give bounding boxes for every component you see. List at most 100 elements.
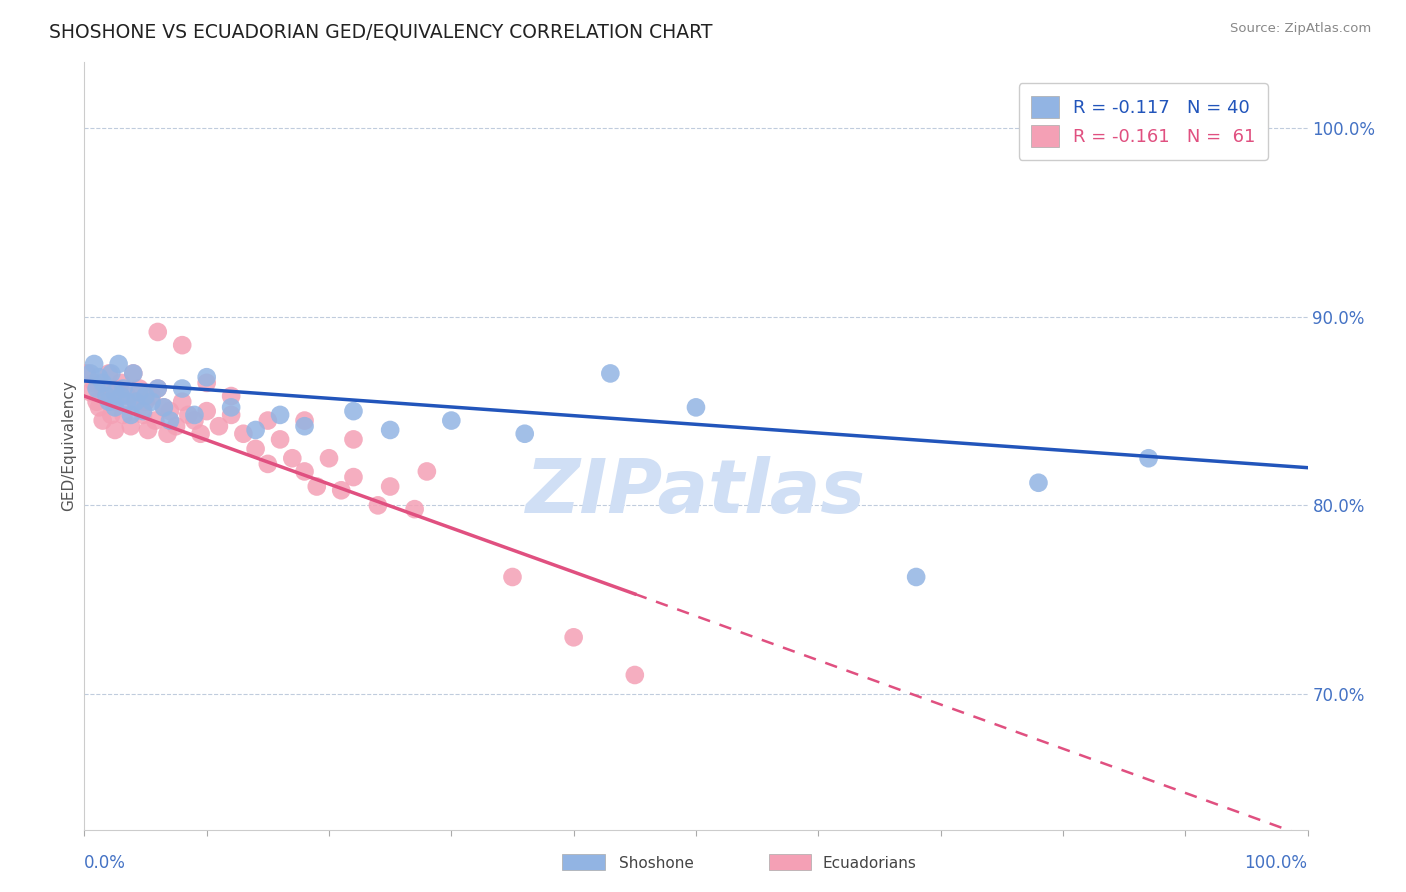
Text: Ecuadorians: Ecuadorians	[823, 856, 917, 871]
Point	[104, 394, 127, 409]
Point	[599, 367, 621, 381]
Point	[91, 376, 114, 390]
Point	[219, 408, 242, 422]
Point	[294, 465, 316, 479]
Point	[122, 367, 145, 381]
Point	[153, 401, 176, 415]
Point	[112, 382, 135, 396]
Point	[86, 382, 108, 396]
Point	[132, 404, 155, 418]
Point	[110, 389, 132, 403]
Point	[440, 413, 463, 427]
Point	[367, 499, 389, 513]
Point	[1137, 451, 1160, 466]
Point	[91, 413, 114, 427]
Point	[172, 338, 194, 352]
Point	[318, 451, 340, 466]
Point	[91, 382, 114, 396]
Point	[177, 408, 200, 422]
Point	[104, 385, 127, 400]
Point	[294, 419, 316, 434]
Point	[146, 325, 169, 339]
Point	[165, 419, 187, 434]
Point	[141, 389, 163, 403]
Point	[416, 465, 439, 479]
Point	[96, 389, 118, 403]
Point	[115, 394, 138, 409]
Point	[125, 394, 148, 409]
Point	[380, 479, 402, 493]
Point	[100, 408, 122, 422]
Point	[294, 413, 316, 427]
Point	[624, 668, 647, 682]
Point	[146, 382, 169, 396]
Point	[380, 423, 402, 437]
Point	[172, 394, 194, 409]
Point	[245, 423, 267, 437]
Point	[153, 401, 176, 415]
Point	[141, 394, 163, 409]
Point	[513, 426, 536, 441]
Point	[183, 408, 205, 422]
Point	[305, 479, 328, 493]
Point	[87, 401, 110, 415]
Point	[146, 382, 169, 396]
Point	[219, 389, 242, 403]
Point	[97, 394, 120, 409]
Point	[190, 426, 212, 441]
Point	[86, 394, 108, 409]
Point	[232, 426, 254, 441]
Text: ZIPatlas: ZIPatlas	[526, 456, 866, 529]
Point	[159, 413, 181, 427]
Bar	[769, 854, 811, 870]
Point	[502, 570, 524, 584]
Point	[342, 404, 364, 418]
Point	[195, 404, 218, 418]
Point	[1028, 475, 1050, 490]
Point	[183, 413, 205, 427]
Point	[269, 433, 291, 447]
Point	[104, 423, 127, 437]
Point	[404, 502, 426, 516]
Point	[195, 376, 218, 390]
Point	[107, 357, 129, 371]
Bar	[562, 854, 605, 870]
Point	[122, 367, 145, 381]
Text: Shoshone: Shoshone	[619, 856, 693, 871]
Point	[115, 389, 138, 403]
Point	[107, 382, 129, 396]
Point	[281, 451, 304, 466]
Point	[83, 357, 105, 371]
Point	[125, 394, 148, 409]
Point	[112, 408, 135, 422]
Point	[128, 382, 150, 396]
Point	[269, 408, 291, 422]
Point	[143, 413, 166, 427]
Point	[132, 408, 155, 422]
Point	[135, 394, 157, 409]
Y-axis label: GED/Equivalency: GED/Equivalency	[60, 381, 76, 511]
Point	[79, 385, 101, 400]
Point	[100, 367, 122, 381]
Point	[685, 401, 707, 415]
Point	[257, 457, 280, 471]
Point	[257, 413, 280, 427]
Point	[342, 470, 364, 484]
Point	[342, 433, 364, 447]
Text: 0.0%: 0.0%	[84, 854, 127, 872]
Point	[97, 367, 120, 381]
Point	[330, 483, 353, 498]
Point	[195, 370, 218, 384]
Point	[245, 442, 267, 456]
Text: 100.0%: 100.0%	[1244, 854, 1308, 872]
Legend: R = -0.117   N = 40, R = -0.161   N =  61: R = -0.117 N = 40, R = -0.161 N = 61	[1019, 83, 1268, 160]
Point	[110, 376, 132, 390]
Point	[79, 367, 101, 381]
Text: Source: ZipAtlas.com: Source: ZipAtlas.com	[1230, 22, 1371, 36]
Point	[120, 419, 142, 434]
Point	[83, 376, 105, 390]
Point	[104, 401, 127, 415]
Point	[87, 370, 110, 384]
Point	[208, 419, 231, 434]
Text: SHOSHONE VS ECUADORIAN GED/EQUIVALENCY CORRELATION CHART: SHOSHONE VS ECUADORIAN GED/EQUIVALENCY C…	[49, 22, 713, 41]
